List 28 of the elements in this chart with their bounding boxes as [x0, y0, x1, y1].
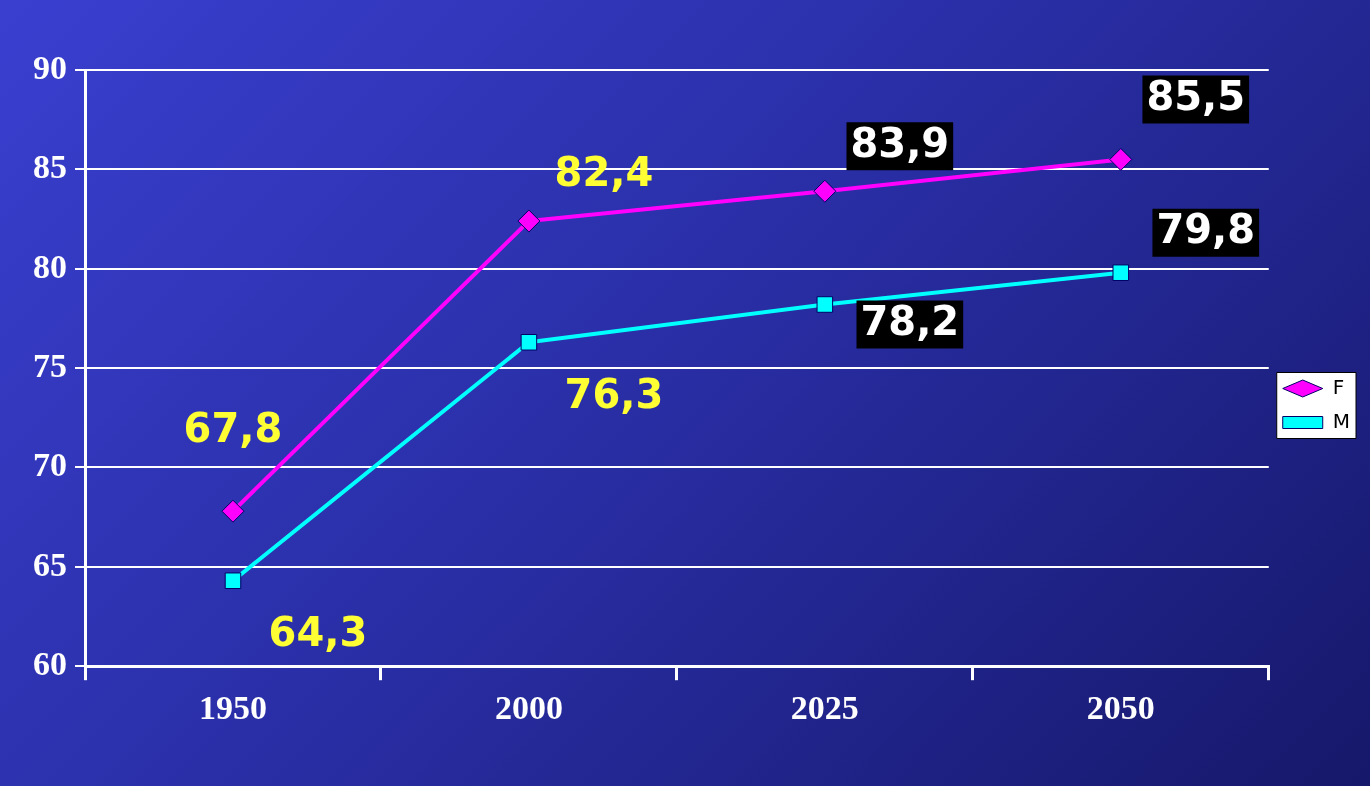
data-label: 85,5 [1146, 72, 1246, 119]
data-label: 67,8 [183, 404, 283, 451]
point [517, 209, 541, 233]
y-tick-label: 60 [33, 644, 67, 682]
data-label: 78,2 [860, 297, 960, 344]
data-label: 76,3 [564, 370, 664, 417]
point [1109, 147, 1133, 171]
legend-label: M [1332, 408, 1351, 433]
y-tick-label: 70 [33, 446, 67, 484]
point [813, 179, 837, 203]
x-tick-label: 2025 [790, 689, 859, 727]
point [520, 333, 538, 351]
y-tick-label: 75 [33, 346, 67, 384]
legend-label: F [1332, 374, 1345, 399]
y-tick-label: 85 [33, 148, 67, 186]
point [224, 572, 242, 590]
x-tick-label: 2000 [494, 689, 563, 727]
y-tick-label: 80 [33, 247, 67, 285]
x-tick-label: 1950 [198, 689, 267, 727]
point [1112, 264, 1130, 281]
data-label: 83,9 [850, 119, 950, 166]
data-label: 79,8 [1156, 206, 1256, 253]
point [221, 499, 245, 523]
data-label: 64,3 [268, 609, 368, 656]
x-tick-label: 2050 [1086, 689, 1155, 727]
point [816, 296, 834, 313]
y-tick-label: 65 [33, 545, 67, 583]
y-tick-label: 90 [33, 48, 67, 86]
